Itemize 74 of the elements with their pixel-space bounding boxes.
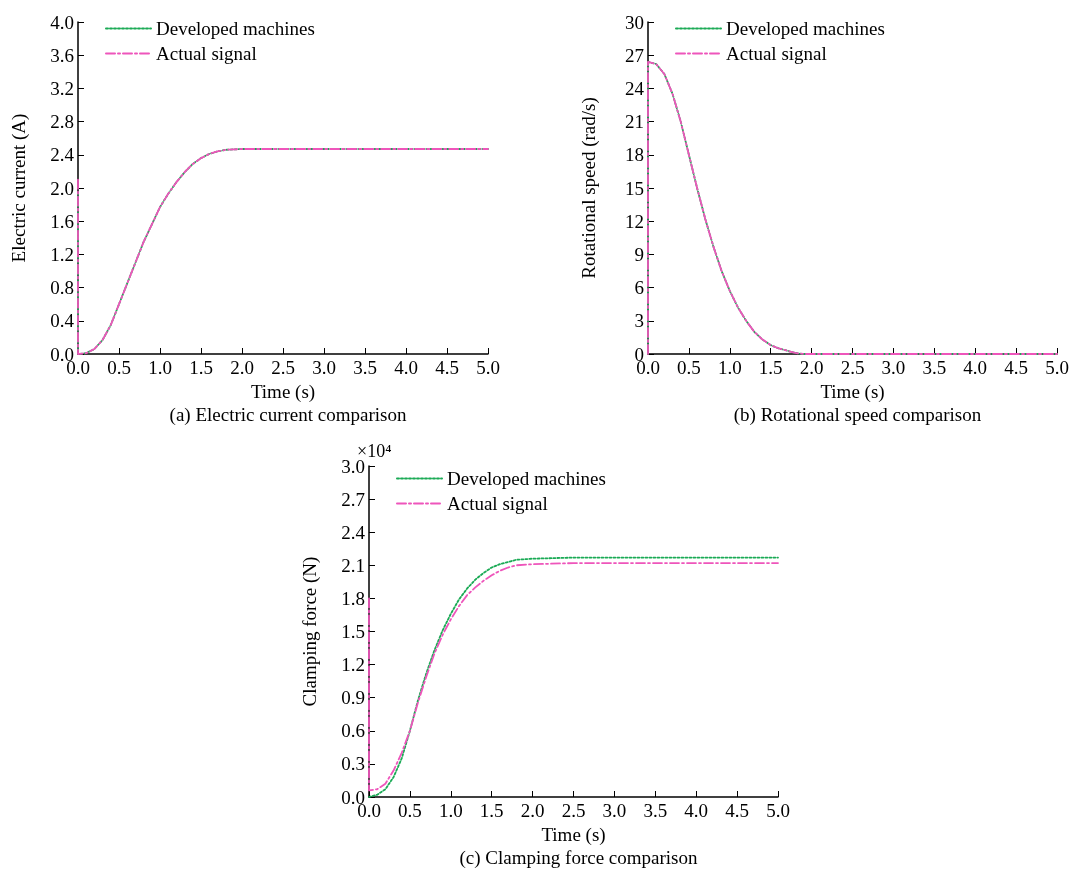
x-tick-label: 3.5 — [353, 357, 377, 378]
x-tick-label: 2.0 — [230, 357, 254, 378]
text: (b) Rotational speed comparison — [733, 404, 982, 426]
y-tick-label: 27 — [625, 44, 644, 66]
y-tick-label: 2.0 — [50, 177, 74, 199]
y-tick-label: 1.6 — [50, 210, 74, 232]
x-tick-label: 1.5 — [758, 357, 783, 378]
text: (c) Clamping force comparison — [459, 847, 698, 869]
x-tick-label: 4.0 — [394, 357, 418, 378]
y-axis-title: Clamping force (N) — [299, 556, 321, 707]
x-tick-label: 3.0 — [312, 357, 336, 378]
legend-label: Developed machines — [156, 18, 315, 39]
legend-label: Developed machines — [447, 468, 606, 489]
y-tick-label: 1.5 — [341, 621, 365, 642]
y-tick-label: 24 — [625, 77, 645, 99]
y-axis-title: Rotational speed (rad/s) — [578, 97, 600, 279]
legend-label: Developed machines — [726, 18, 885, 39]
y-tick-label: 2.7 — [341, 488, 365, 510]
x-tick-label: 5.0 — [766, 800, 790, 821]
y-tick-label: 3.6 — [50, 44, 74, 66]
y-tick-label: 0.4 — [50, 310, 75, 332]
y-tick-label: 6 — [634, 277, 644, 299]
x-tick-label: 1.0 — [148, 357, 172, 378]
x-tick-label: 2.5 — [561, 800, 586, 821]
x-tick-label: 5.0 — [476, 357, 500, 378]
text: (a) Electric current comparison — [169, 404, 407, 426]
x-tick-label: 3.5 — [922, 357, 947, 378]
x-tick-label: 0.5 — [677, 357, 701, 378]
y-tick-label: 2.4 — [50, 144, 75, 166]
x-axis-title: Time (s) — [541, 823, 606, 846]
y-tick-label: 2.1 — [341, 554, 365, 576]
x-tick-label: 2.5 — [840, 357, 865, 378]
y-tick-label: 2.8 — [50, 111, 74, 133]
x-tick-label: 3.0 — [602, 800, 627, 821]
y-tick-label: 2.4 — [341, 521, 366, 543]
x-axis-title: Time (s) — [820, 380, 885, 403]
x-axis-title: Time (s) — [250, 380, 316, 403]
legend-label: Actual signal — [726, 43, 827, 64]
y-tick-label: 3 — [634, 310, 644, 332]
x-tick-label: 1.5 — [479, 800, 504, 821]
x-tick-label: 1.5 — [189, 357, 213, 378]
legend-label: Actual signal — [156, 43, 257, 64]
y-tick-label: 15 — [625, 177, 644, 199]
y-tick-label: 0.3 — [341, 753, 365, 775]
y-tick-label: 12 — [625, 210, 644, 232]
x-tick-label: 5.0 — [1045, 357, 1069, 378]
x-tick-label: 2.0 — [799, 357, 824, 378]
x-tick-label: 4.5 — [1004, 357, 1028, 378]
x-tick-label: 4.5 — [435, 357, 459, 378]
y-tick-label: 0.9 — [341, 687, 365, 709]
y-tick-label: 4.0 — [50, 11, 74, 33]
x-tick-label: 0.5 — [107, 357, 131, 378]
y-tick-label: 1.8 — [341, 587, 365, 609]
x-tick-label: 4.0 — [963, 357, 988, 378]
y-tick-label: 30 — [625, 11, 644, 33]
x-tick-label: 1.0 — [717, 357, 742, 378]
y-tick-label: 1.2 — [50, 243, 74, 265]
y-tick-label: 0.8 — [50, 277, 74, 299]
x-tick-label: 3.0 — [881, 357, 906, 378]
x-tick-label: 4.5 — [725, 800, 749, 821]
x-tick-label: 0.5 — [398, 800, 422, 821]
x-tick-label: 1.0 — [438, 800, 463, 821]
y-tick-label: 9 — [634, 243, 644, 265]
x-tick-label: 4.0 — [684, 800, 709, 821]
x-tick-label: 2.0 — [520, 800, 545, 821]
legend-label: Actual signal — [447, 493, 548, 514]
y-tick-label: 0.6 — [341, 720, 365, 742]
x-tick-label: 2.5 — [271, 357, 295, 378]
y-tick-label: 18 — [625, 144, 644, 166]
y-tick-label: 1.2 — [341, 654, 365, 676]
y-axis-title: Electric current (A) — [8, 113, 30, 263]
y-tick-label: 3.2 — [50, 77, 74, 99]
y-tick-label: 21 — [625, 111, 644, 133]
x-tick-label: 3.5 — [643, 800, 668, 821]
